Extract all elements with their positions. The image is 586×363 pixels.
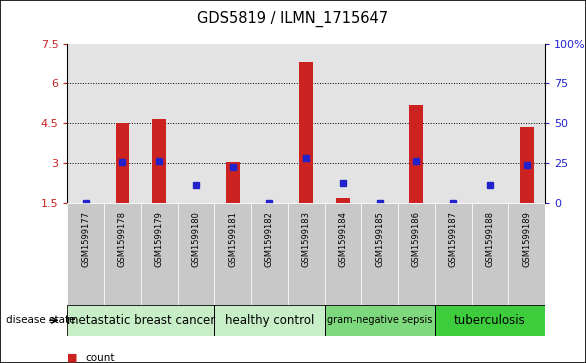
Text: GSM1599177: GSM1599177: [81, 211, 90, 268]
Bar: [226, 162, 240, 203]
FancyBboxPatch shape: [508, 203, 545, 305]
Bar: [178, 44, 214, 203]
Text: GSM1599181: GSM1599181: [228, 211, 237, 267]
Bar: [325, 44, 362, 203]
Text: GSM1599185: GSM1599185: [375, 211, 384, 267]
FancyBboxPatch shape: [472, 203, 508, 305]
Text: tuberculosis: tuberculosis: [454, 314, 526, 327]
FancyBboxPatch shape: [67, 305, 214, 336]
FancyBboxPatch shape: [104, 203, 141, 305]
Bar: [141, 44, 178, 203]
Text: GDS5819 / ILMN_1715647: GDS5819 / ILMN_1715647: [197, 11, 389, 27]
Bar: [435, 44, 472, 203]
Text: ■: ■: [67, 352, 78, 363]
Text: disease state: disease state: [6, 315, 76, 325]
Text: GSM1599179: GSM1599179: [155, 211, 163, 267]
Text: healthy control: healthy control: [225, 314, 314, 327]
FancyBboxPatch shape: [178, 203, 214, 305]
FancyBboxPatch shape: [435, 305, 545, 336]
Bar: [67, 44, 104, 203]
Text: GSM1599187: GSM1599187: [449, 211, 458, 268]
Bar: [288, 44, 325, 203]
Bar: [410, 105, 423, 203]
Bar: [520, 127, 534, 203]
Bar: [362, 44, 398, 203]
Bar: [251, 44, 288, 203]
FancyBboxPatch shape: [288, 203, 325, 305]
Text: GSM1599180: GSM1599180: [192, 211, 200, 267]
Bar: [472, 44, 508, 203]
FancyBboxPatch shape: [67, 203, 104, 305]
Text: GSM1599178: GSM1599178: [118, 211, 127, 268]
FancyBboxPatch shape: [362, 203, 398, 305]
Text: metastatic breast cancer: metastatic breast cancer: [67, 314, 215, 327]
Text: GSM1599186: GSM1599186: [412, 211, 421, 268]
Bar: [508, 44, 545, 203]
FancyBboxPatch shape: [398, 203, 435, 305]
Bar: [104, 44, 141, 203]
Bar: [299, 62, 313, 203]
Text: GSM1599188: GSM1599188: [485, 211, 495, 268]
FancyBboxPatch shape: [325, 203, 362, 305]
Text: GSM1599182: GSM1599182: [265, 211, 274, 267]
Bar: [152, 119, 166, 203]
Text: GSM1599189: GSM1599189: [522, 211, 531, 267]
FancyBboxPatch shape: [141, 203, 178, 305]
FancyBboxPatch shape: [214, 203, 251, 305]
Text: count: count: [85, 352, 114, 363]
Text: GSM1599184: GSM1599184: [339, 211, 347, 267]
Text: gram-negative sepsis: gram-negative sepsis: [327, 315, 432, 325]
Bar: [115, 123, 130, 203]
Bar: [214, 44, 251, 203]
Bar: [336, 199, 350, 203]
FancyBboxPatch shape: [435, 203, 472, 305]
FancyBboxPatch shape: [251, 203, 288, 305]
FancyBboxPatch shape: [325, 305, 435, 336]
Text: GSM1599183: GSM1599183: [302, 211, 311, 268]
Bar: [398, 44, 435, 203]
FancyBboxPatch shape: [214, 305, 325, 336]
